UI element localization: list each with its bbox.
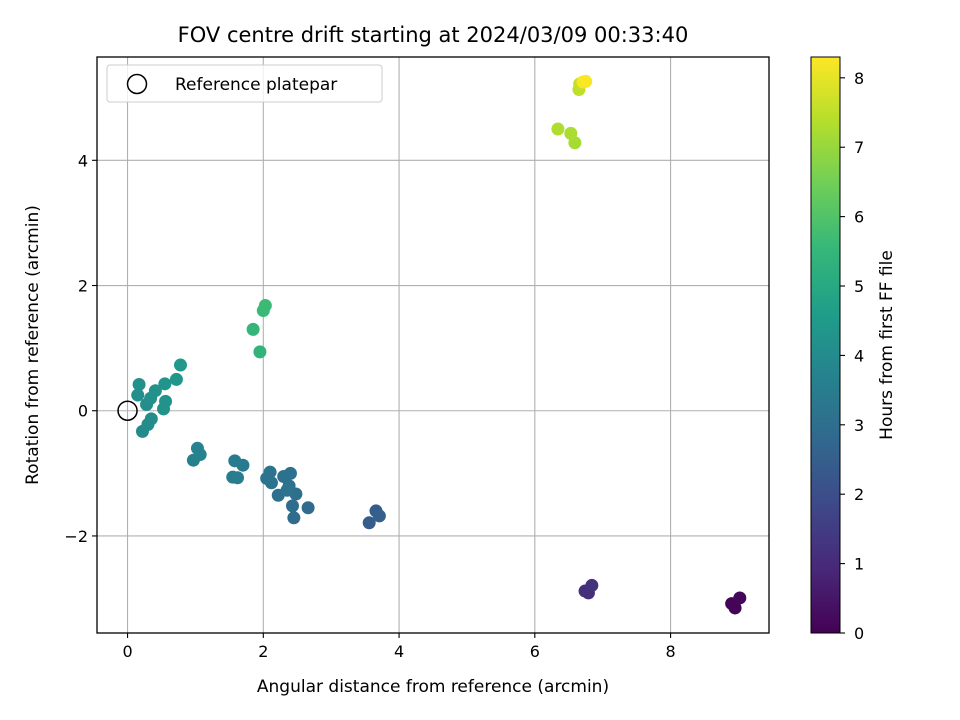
data-point xyxy=(141,418,155,432)
data-point xyxy=(253,345,267,359)
x-tick-label: 0 xyxy=(122,642,132,661)
chart-title: FOV centre drift starting at 2024/03/09 … xyxy=(178,23,689,47)
data-point xyxy=(564,126,578,140)
y-axis: −2 0 2 4 xyxy=(64,151,97,546)
data-point xyxy=(372,509,386,523)
legend-reference-marker xyxy=(126,73,148,95)
data-point xyxy=(193,448,207,462)
data-point xyxy=(362,516,376,530)
colorbar-gradient xyxy=(810,56,841,634)
data-point xyxy=(159,394,173,408)
colorbar: 0 1 2 3 4 5 6 7 8 xyxy=(810,56,864,643)
data-point xyxy=(263,465,277,479)
data-point xyxy=(231,471,245,485)
legend-entry-label: Reference platepar xyxy=(175,75,337,95)
colorbar-tick-label: 7 xyxy=(854,138,864,157)
x-axis: 0 2 4 6 8 xyxy=(122,633,676,661)
colorbar-tick-label: 6 xyxy=(854,208,864,227)
data-point xyxy=(585,578,599,592)
colorbar-tick-label: 3 xyxy=(854,416,864,435)
data-point xyxy=(285,499,299,513)
data-point xyxy=(551,122,565,136)
data-point xyxy=(280,483,294,497)
y-axis-label: Rotation from reference (arcmin) xyxy=(23,205,43,485)
data-point xyxy=(158,377,172,391)
x-tick-label: 4 xyxy=(394,642,404,661)
data-point xyxy=(173,358,187,372)
x-axis-label: Angular distance from reference (arcmin) xyxy=(257,677,609,697)
plot-area-frame xyxy=(96,56,770,634)
colorbar-label: Hours from first FF file xyxy=(877,250,897,440)
data-point xyxy=(733,591,747,605)
y-tick-label: 2 xyxy=(78,277,88,296)
data-point xyxy=(148,384,162,398)
colorbar-tick-label: 8 xyxy=(854,69,864,88)
y-tick-label: 0 xyxy=(78,402,88,421)
colorbar-tick-label: 2 xyxy=(854,485,864,504)
x-tick-label: 6 xyxy=(530,642,540,661)
data-point xyxy=(131,388,145,402)
data-point xyxy=(246,322,260,336)
colorbar-tick-label: 1 xyxy=(854,555,864,574)
y-tick-label: 4 xyxy=(78,151,88,170)
data-point xyxy=(301,501,315,515)
x-tick-label: 8 xyxy=(665,642,675,661)
legend-box xyxy=(106,64,383,103)
colorbar-tick-label: 5 xyxy=(854,277,864,296)
colorbar-tick-label: 0 xyxy=(854,624,864,643)
data-point xyxy=(132,377,146,391)
data-point xyxy=(287,511,301,525)
reference-marker-layer xyxy=(117,400,138,421)
x-tick-label: 2 xyxy=(258,642,268,661)
grid-lines xyxy=(97,57,769,633)
y-tick-label: −2 xyxy=(64,527,88,546)
reference-platepar-marker xyxy=(117,400,138,421)
data-point xyxy=(258,299,272,313)
data-point xyxy=(228,454,242,468)
legend: Reference platepar xyxy=(106,64,383,103)
data-points xyxy=(131,74,747,615)
colorbar-tick-label: 4 xyxy=(854,346,864,365)
data-point xyxy=(579,74,593,88)
data-point xyxy=(283,466,297,480)
data-point xyxy=(169,372,183,386)
